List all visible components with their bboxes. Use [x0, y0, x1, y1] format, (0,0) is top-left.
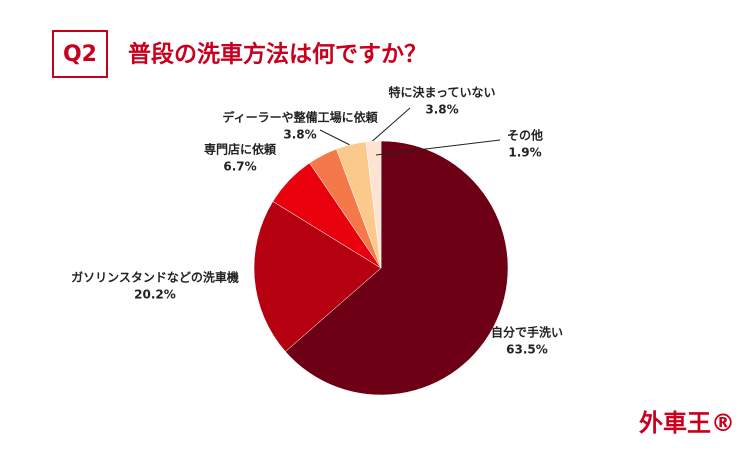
badge: Q2	[63, 42, 97, 67]
slice-value: 3.8%	[425, 103, 458, 117]
slice-value: 20.2%	[134, 288, 176, 302]
slice-value: 63.5%	[506, 343, 548, 357]
chart-title: 普段の洗車方法は何ですか？	[128, 41, 427, 68]
slice	[285, 140, 509, 396]
slice-label: 特に決まっていない	[389, 85, 496, 100]
leader-line	[367, 107, 411, 146]
slice-label: 専門店に依頼	[204, 142, 277, 157]
slice-value: 1.9%	[508, 146, 541, 160]
badge-box	[52, 30, 108, 78]
slice-value: 6.7%	[223, 160, 256, 174]
logo: 外車王®	[639, 409, 735, 437]
leader-line	[375, 139, 501, 156]
slice	[365, 140, 382, 269]
slice	[253, 201, 382, 352]
slice-label: 自分で手洗い	[491, 325, 563, 340]
slice-label: ガソリンスタンドなどの洗車機	[71, 270, 239, 285]
slice-value: 3.8%	[283, 128, 316, 142]
slice-label: その他	[507, 128, 543, 143]
slice-label: ディーラーや整備工場に依頼	[222, 110, 378, 125]
